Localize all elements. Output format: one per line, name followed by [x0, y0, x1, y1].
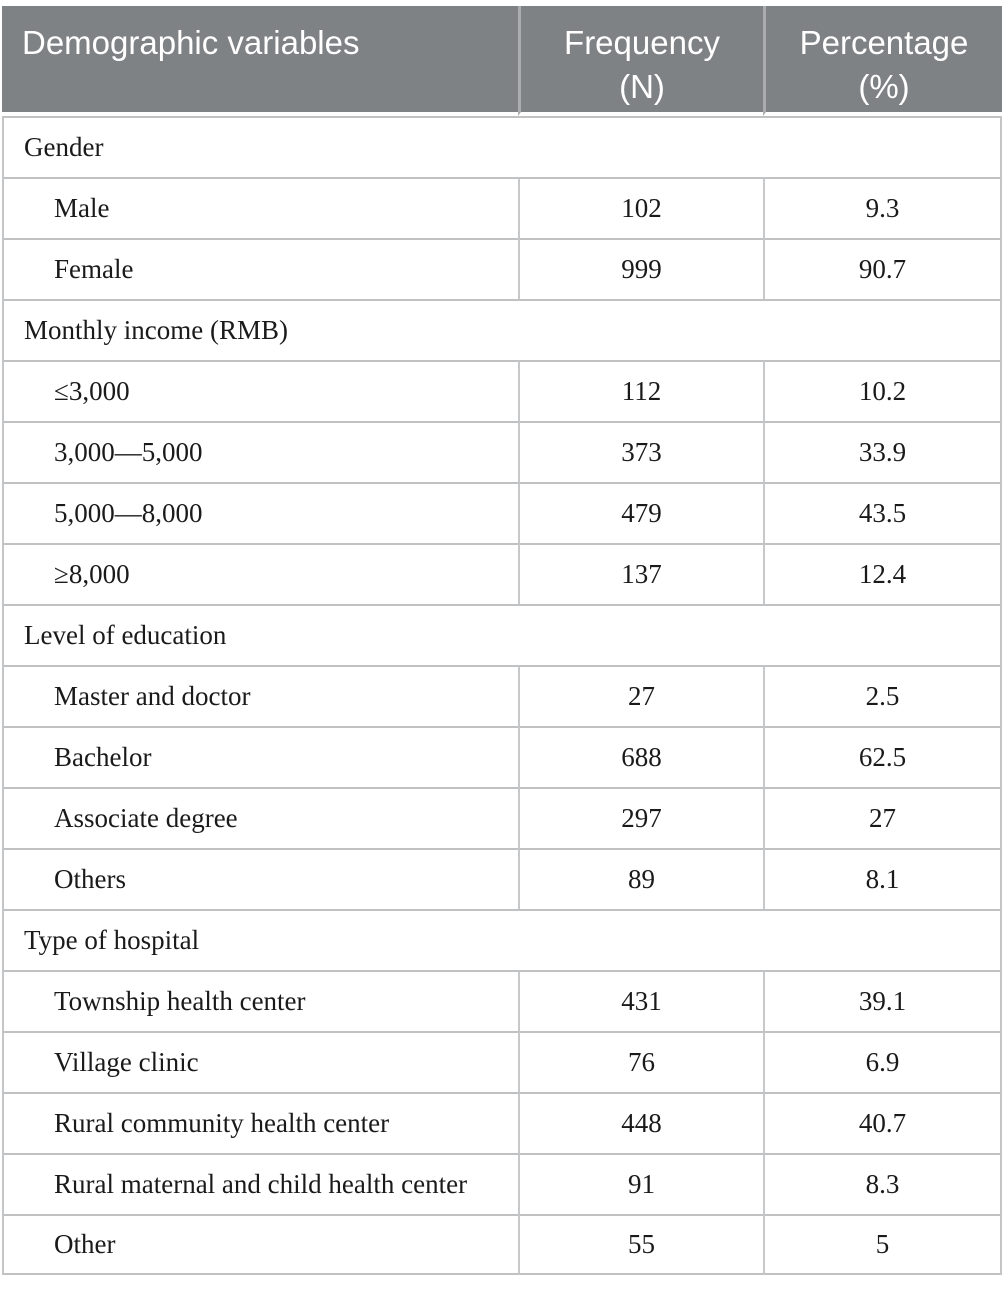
row-percentage: 90.7: [763, 238, 1002, 299]
table-row: 3,000—5,000 373 33.9: [2, 421, 1002, 482]
category-label: Gender: [2, 116, 1002, 177]
row-label: 5,000—8,000: [2, 482, 518, 543]
row-frequency: 999: [518, 238, 763, 299]
row-label: Associate degree: [2, 787, 518, 848]
row-label: 3,000—5,000: [2, 421, 518, 482]
row-percentage: 10.2: [763, 360, 1002, 421]
table-row: Village clinic 76 6.9: [2, 1031, 1002, 1092]
row-percentage: 9.3: [763, 177, 1002, 238]
row-frequency: 479: [518, 482, 763, 543]
table-row: Female 999 90.7: [2, 238, 1002, 299]
header-demographic-variables: Demographic variables: [2, 6, 518, 116]
row-percentage: 39.1: [763, 970, 1002, 1031]
row-label: Master and doctor: [2, 665, 518, 726]
row-label: Rural maternal and child health center: [2, 1153, 518, 1214]
row-frequency: 89: [518, 848, 763, 909]
row-frequency: 102: [518, 177, 763, 238]
table-row: ≥8,000 137 12.4: [2, 543, 1002, 604]
table-row: Rural community health center 448 40.7: [2, 1092, 1002, 1153]
row-percentage: 40.7: [763, 1092, 1002, 1153]
table-row: 5,000—8,000 479 43.5: [2, 482, 1002, 543]
row-percentage: 8.3: [763, 1153, 1002, 1214]
row-frequency: 448: [518, 1092, 763, 1153]
row-frequency: 27: [518, 665, 763, 726]
table-row: Bachelor 688 62.5: [2, 726, 1002, 787]
row-percentage: 62.5: [763, 726, 1002, 787]
table-header: Demographic variables Frequency (N) Perc…: [2, 6, 1002, 116]
header-frequency: Frequency (N): [518, 6, 763, 116]
table-row: Master and doctor 27 2.5: [2, 665, 1002, 726]
row-percentage: 5: [763, 1214, 1002, 1275]
row-label: Others: [2, 848, 518, 909]
row-label: ≥8,000: [2, 543, 518, 604]
row-label: Bachelor: [2, 726, 518, 787]
header-percentage: Percentage (%): [763, 6, 1002, 116]
table-body: Gender Male 102 9.3 Female 999 90.7 Monthly inc…: [2, 116, 1002, 1275]
header-percentage-unit: (%): [858, 67, 910, 105]
row-frequency: 55: [518, 1214, 763, 1275]
table-row: Township health center 431 39.1: [2, 970, 1002, 1031]
table-row: Other 55 5: [2, 1214, 1002, 1275]
row-percentage: 43.5: [763, 482, 1002, 543]
row-frequency: 431: [518, 970, 763, 1031]
row-frequency: 91: [518, 1153, 763, 1214]
row-percentage: 2.5: [763, 665, 1002, 726]
row-percentage: 33.9: [763, 421, 1002, 482]
row-label: Township health center: [2, 970, 518, 1031]
header-frequency-label: Frequency: [564, 24, 720, 61]
row-frequency: 297: [518, 787, 763, 848]
category-row: Monthly income (RMB): [2, 299, 1002, 360]
row-label: Other: [2, 1214, 518, 1275]
row-percentage: 8.1: [763, 848, 1002, 909]
category-label: Level of education: [2, 604, 1002, 665]
row-percentage: 6.9: [763, 1031, 1002, 1092]
table-row: Rural maternal and child health center 91…: [2, 1153, 1002, 1214]
demographics-table: Demographic variables Frequency (N) Perc…: [2, 6, 1002, 1275]
row-frequency: 76: [518, 1031, 763, 1092]
header-percentage-label: Percentage: [799, 24, 969, 61]
category-label: Type of hospital: [2, 909, 1002, 970]
row-label: Male: [2, 177, 518, 238]
row-frequency: 137: [518, 543, 763, 604]
table-row: ≤3,000 112 10.2: [2, 360, 1002, 421]
row-percentage: 27: [763, 787, 1002, 848]
category-row: Gender: [2, 116, 1002, 177]
row-label: ≤3,000: [2, 360, 518, 421]
row-frequency: 112: [518, 360, 763, 421]
table-row: Others 89 8.1: [2, 848, 1002, 909]
header-row: Demographic variables Frequency (N) Perc…: [2, 6, 1002, 116]
row-frequency: 373: [518, 421, 763, 482]
row-frequency: 688: [518, 726, 763, 787]
header-frequency-unit: (N): [619, 67, 665, 105]
header-demographic-label: Demographic variables: [22, 24, 360, 61]
category-row: Type of hospital: [2, 909, 1002, 970]
row-label: Village clinic: [2, 1031, 518, 1092]
row-label: Female: [2, 238, 518, 299]
table-row: Associate degree 297 27: [2, 787, 1002, 848]
row-percentage: 12.4: [763, 543, 1002, 604]
category-row: Level of education: [2, 604, 1002, 665]
category-label: Monthly income (RMB): [2, 299, 1002, 360]
table-row: Male 102 9.3: [2, 177, 1002, 238]
row-label: Rural community health center: [2, 1092, 518, 1153]
